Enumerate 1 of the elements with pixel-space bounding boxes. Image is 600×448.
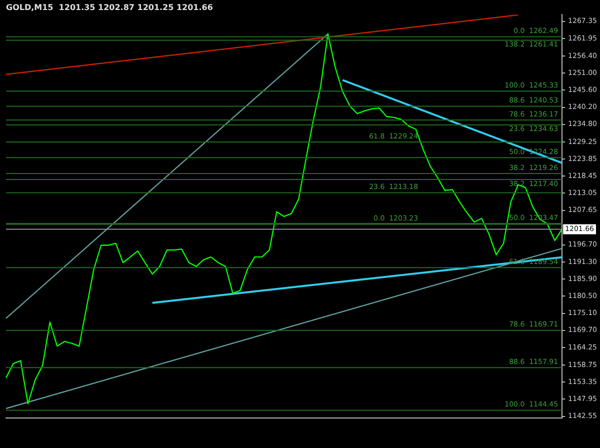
chart-title: GOLD,M15 1201.35 1202.87 1201.25 1201.66 [6,2,214,12]
